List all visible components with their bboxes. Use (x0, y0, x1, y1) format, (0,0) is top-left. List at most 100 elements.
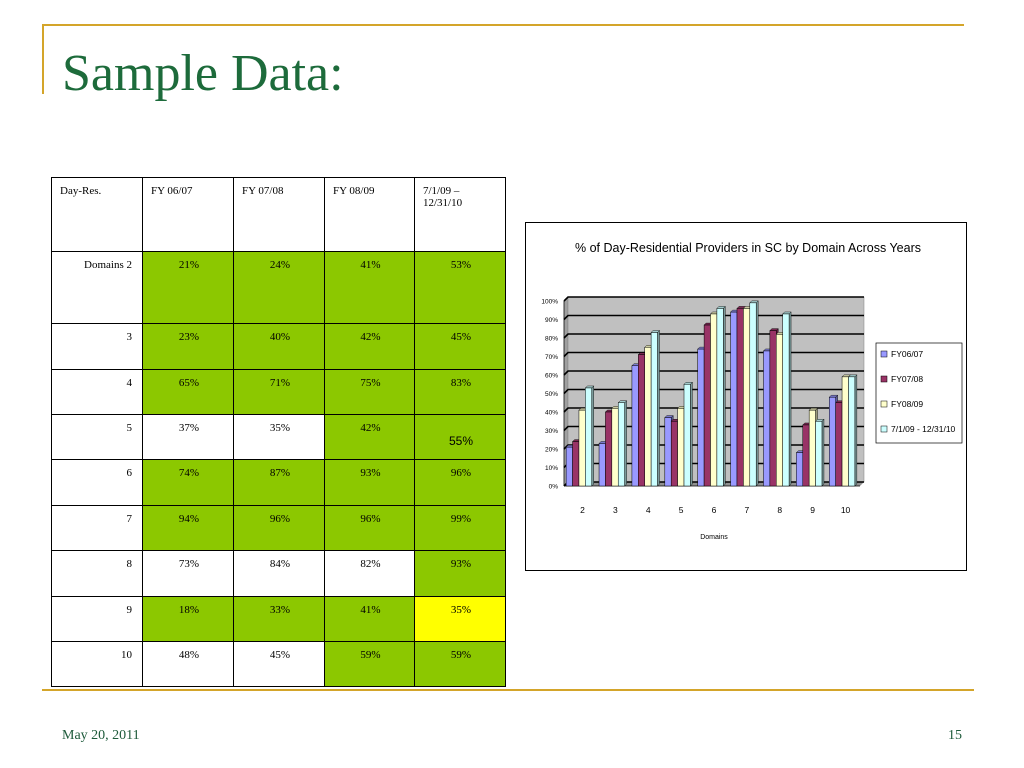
bar (638, 354, 645, 487)
bar (611, 408, 619, 487)
table-row: 4 65% 71% 75% 83% (51, 369, 506, 415)
table-cell: 35% (414, 596, 506, 642)
table-cell: 23% (142, 323, 234, 370)
table-cell: 41% (324, 251, 415, 324)
bar (697, 348, 705, 487)
y-tick-label: 50% (545, 391, 558, 398)
bar (572, 441, 580, 487)
top-rule (42, 24, 964, 26)
x-tick-label: 7 (745, 505, 750, 515)
table-cell: 96% (233, 505, 325, 551)
bar (683, 384, 691, 487)
table-cell: 74% (142, 459, 234, 506)
table-cell: 35% (233, 414, 325, 460)
x-tick-label: 2 (580, 505, 585, 515)
x-tick-label: 8 (777, 505, 782, 515)
table-cell: 37% (142, 414, 234, 460)
legend-label: FY06/07 (891, 349, 923, 359)
bar (815, 421, 823, 487)
table-row: 9 18% 33% 41% 35% (51, 596, 506, 642)
header-cell: FY 08/09 (324, 177, 415, 252)
legend-label: FY08/09 (891, 399, 923, 409)
table-cell: 42% (324, 323, 415, 370)
gridline (563, 314, 864, 321)
x-tick-label: 9 (810, 505, 815, 515)
x-tick-label: 6 (712, 505, 717, 515)
table-row: 10 48% 45% 59% 59% (51, 641, 506, 687)
table-cell: 75% (324, 369, 415, 415)
bar (736, 308, 744, 487)
slide-title: Sample Data: (62, 45, 344, 102)
x-tick-label: 3 (613, 505, 618, 515)
table-cell: 33% (233, 596, 325, 642)
bar (598, 443, 606, 487)
data-table: Day-Res. FY 06/07 FY 07/08 FY 08/09 7/1/… (51, 177, 506, 687)
table-cell: 40% (233, 323, 325, 370)
row-label: Domains 2 (51, 251, 143, 324)
table-cell: 59% (414, 641, 506, 687)
row-label: 5 (51, 414, 143, 460)
row-label: 3 (51, 323, 143, 370)
y-tick-label: 100% (541, 299, 558, 306)
bar-side (723, 305, 726, 487)
table-row: 8 73% 84% 82% 93% (51, 550, 506, 597)
table-cell: 21% (142, 251, 234, 324)
table-cell: 45% (233, 641, 325, 687)
bar (585, 387, 592, 487)
table-row: 3 23% 40% 42% 45% (51, 323, 506, 370)
bar (644, 347, 652, 487)
legend-box (875, 342, 963, 444)
bar (677, 408, 685, 487)
table-cell: 53% (414, 251, 506, 324)
header-line: 12/31/10 (423, 197, 463, 209)
table-cell: 83% (414, 369, 506, 415)
bar-side (821, 418, 825, 487)
bar (617, 402, 625, 487)
y-tick-label: 90% (545, 317, 558, 324)
bar (848, 376, 856, 487)
bar-side (755, 300, 759, 487)
bottom-rule (42, 689, 974, 691)
table-cell: 93% (414, 550, 506, 597)
bar (829, 396, 836, 487)
gridline (563, 296, 864, 302)
header-line: 7/1/09 – (423, 185, 460, 197)
bar (703, 324, 711, 487)
table-row: 6 74% 87% 93% 96% (51, 459, 506, 506)
legend-swatch (880, 350, 888, 358)
bar-side (624, 400, 627, 487)
bar (841, 376, 849, 487)
table-row: 7 94% 96% 96% 99% (51, 505, 506, 551)
table-cell: 48% (142, 641, 234, 687)
x-tick-label: 5 (679, 505, 684, 515)
bar (776, 334, 783, 487)
legend-label: 7/1/09 - 12/31/10 (891, 424, 956, 434)
y-tick-label: 20% (545, 447, 558, 454)
table-cell: 96% (414, 459, 506, 506)
bar (716, 308, 724, 487)
table-cell: 93% (324, 459, 415, 506)
bar (650, 332, 658, 487)
bar (710, 313, 718, 487)
row-label: 7 (51, 505, 143, 551)
table-cell: 82% (324, 550, 415, 597)
table-cell: 24% (233, 251, 325, 324)
bar (769, 330, 777, 487)
bar (802, 424, 810, 487)
legend-label: FY07/08 (891, 374, 923, 384)
bar (565, 446, 573, 487)
header-cell: 7/1/09 –12/31/10 (414, 177, 506, 252)
left-rule (42, 24, 44, 94)
bar-side (591, 385, 594, 487)
table-cell: 59% (324, 641, 415, 687)
legend-swatch (880, 425, 888, 433)
bar-side (854, 374, 858, 487)
row-label: 6 (51, 459, 143, 506)
header-cell: FY 07/08 (233, 177, 325, 252)
bar (763, 350, 771, 487)
bar (664, 417, 672, 487)
table-cell: 94% (142, 505, 234, 551)
cell-value: 55% (448, 434, 474, 448)
row-label: 10 (51, 641, 143, 687)
table-cell: 71% (233, 369, 325, 415)
